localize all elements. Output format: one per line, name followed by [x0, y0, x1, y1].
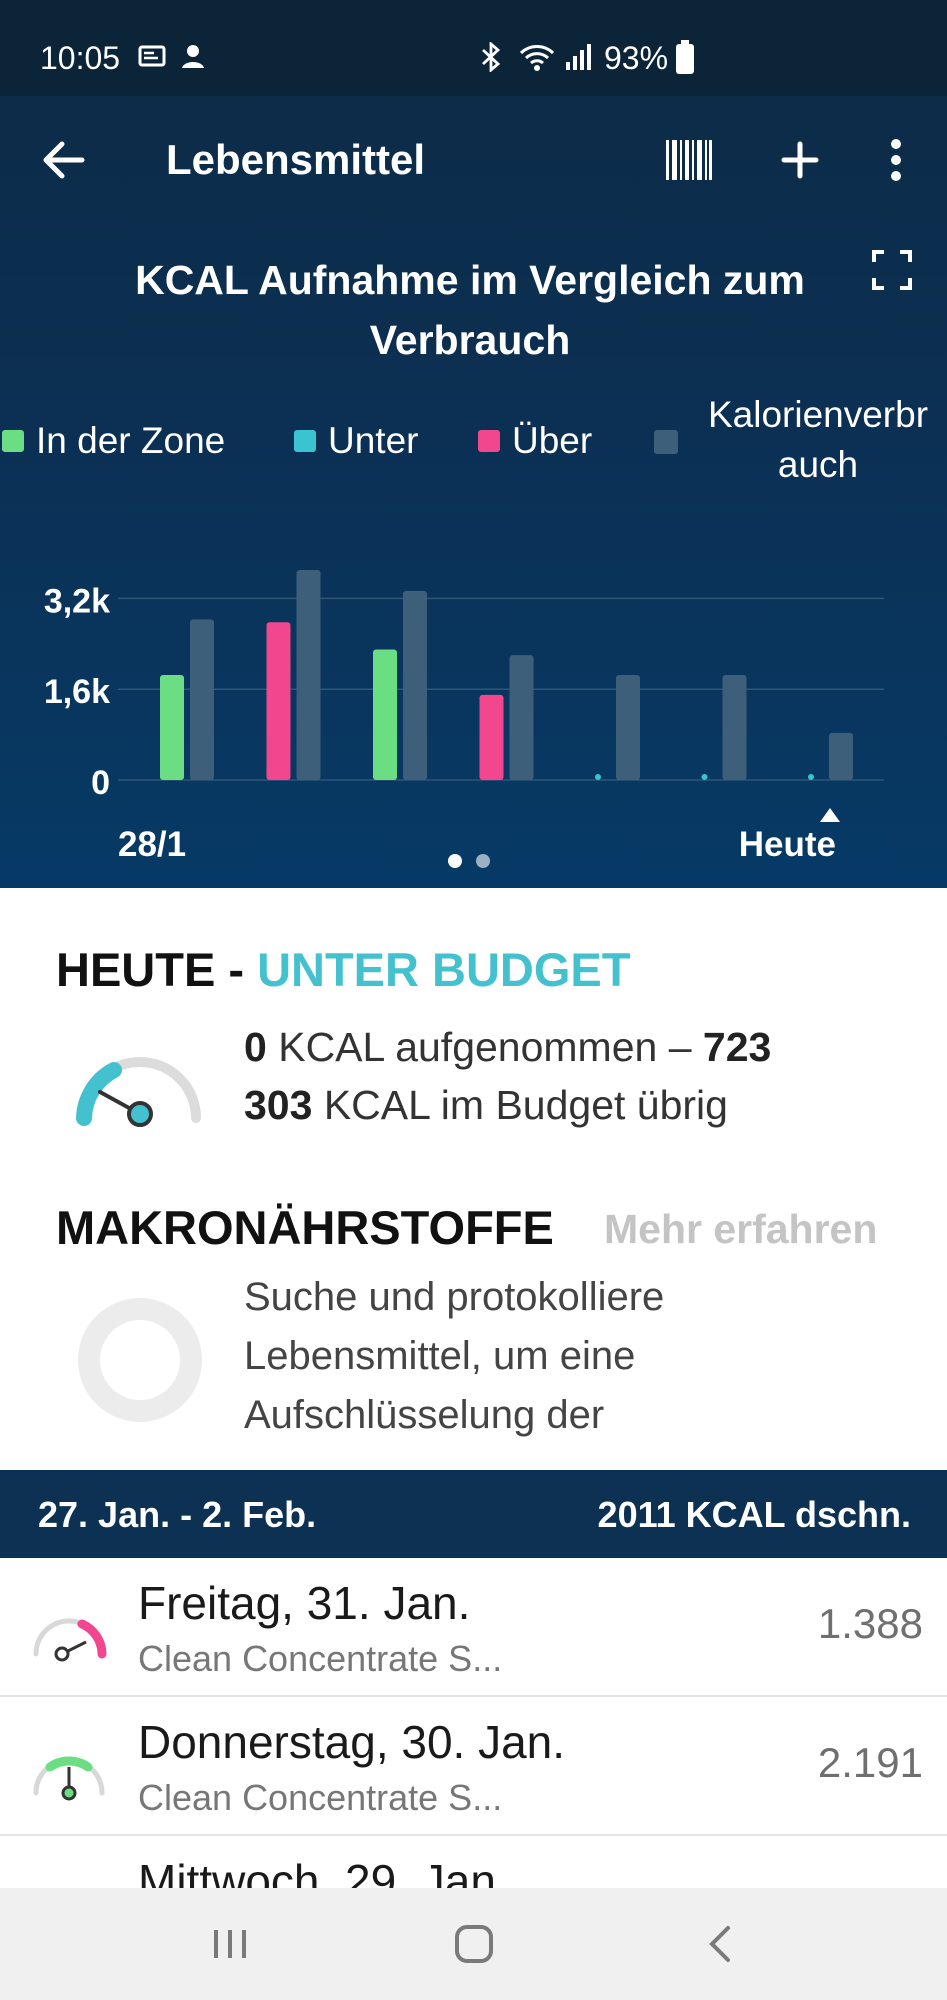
day-row[interactable]: Donnerstag, 30. Jan. Clean Concentrate S… — [0, 1697, 947, 1836]
legend-in-der-zone: In der Zone — [2, 420, 225, 462]
system-nav-bar — [0, 1888, 947, 2000]
heute-intake-line: 0 KCAL aufgenommen – 723 — [244, 1024, 771, 1071]
y-tick-label: 3,2k — [44, 582, 110, 620]
legend-swatch-zone — [2, 430, 24, 452]
gauge-zone-icon — [33, 1756, 105, 1801]
bluetooth-icon — [482, 42, 501, 72]
legend-swatch-uber — [478, 430, 500, 452]
makro-hint-text: Suche und protokolliere Lebensmittel, um… — [244, 1275, 665, 1437]
legend-swatch-verbrauch — [654, 430, 678, 454]
intake-text: KCAL aufgenommen – — [278, 1024, 692, 1070]
intake-bar — [266, 622, 291, 780]
remaining-text: KCAL im Budget übrig — [323, 1082, 728, 1128]
burn-bar — [509, 655, 534, 780]
back-arrow-icon[interactable] — [36, 132, 92, 188]
page-title: Lebensmittel — [166, 136, 426, 183]
intake-zero-marker — [701, 774, 708, 780]
legend-uber: Über — [478, 420, 592, 462]
back-nav-icon[interactable] — [692, 1922, 752, 1966]
x-label-end: Heute — [739, 825, 836, 860]
legend-swatch-unter — [294, 430, 316, 452]
intake-value: 0 — [244, 1024, 267, 1070]
budget-gauge-icon — [76, 1057, 201, 1127]
day-food-summary: Clean Concentrate S... — [138, 1638, 503, 1679]
legend-label: Unter — [328, 420, 419, 461]
pager-dot — [476, 854, 490, 868]
heute-heading: HEUTE - UNTER BUDGET — [56, 942, 630, 997]
day-kcal-value: 1.388 — [817, 1600, 923, 1647]
week-range: 27. Jan. - 2. Feb. — [38, 1494, 317, 1535]
wifi-icon — [519, 45, 555, 71]
burn-bar — [616, 675, 640, 780]
notification-person-icon — [182, 45, 204, 68]
intake-bar — [160, 675, 184, 780]
burn-bar — [829, 732, 853, 780]
fullscreen-icon[interactable] — [870, 248, 914, 292]
intake-zero-marker — [595, 774, 601, 780]
intake-bar — [479, 694, 504, 780]
week-summary-bar: 27. Jan. - 2. Feb. 2011 KCAL dschn. — [0, 1470, 947, 1558]
gauge-over-icon — [33, 1618, 107, 1662]
y-tick-label: 1,6k — [44, 673, 110, 711]
chart-svg: 3,2k 1,6k 028/1 Heute — [44, 570, 884, 860]
message-icon — [138, 45, 166, 67]
budget-value: 723 — [702, 1024, 772, 1070]
day-row[interactable]: Freitag, 31. Jan. Clean Concentrate S...… — [0, 1558, 947, 1697]
top-header-area: 10:05 93% Lebensmittel KCAL Aufnahme im … — [0, 0, 947, 888]
day-name: Donnerstag, 30. Jan. — [138, 1716, 566, 1768]
today-marker-icon — [820, 808, 840, 822]
app-bar: Lebensmittel — [0, 96, 947, 226]
legend-label: In der Zone — [36, 420, 226, 461]
pager-dot-active — [448, 854, 462, 868]
macro-ring-chart — [78, 1298, 202, 1422]
heute-status: UNTER BUDGET — [257, 943, 631, 996]
legend-kalorienverbrauch: Kalorienverbr auch — [707, 394, 929, 485]
signal-icon — [566, 44, 591, 70]
status-notification-icons — [138, 42, 208, 70]
x-label-start: 28/1 — [118, 825, 186, 860]
battery-icon — [676, 40, 694, 74]
intake-bar — [373, 649, 397, 780]
chart-title: KCAL Aufnahme im Vergleich zum Verbrauch — [135, 257, 805, 363]
burn-bar — [190, 619, 214, 780]
barcode-icon[interactable] — [660, 132, 716, 188]
heute-title: HEUTE - — [56, 943, 244, 996]
mehr-erfahren-link[interactable]: Mehr erfahren — [604, 1206, 878, 1252]
battery-percent: 93% — [604, 40, 669, 76]
burn-bar — [403, 591, 427, 780]
chart-pager[interactable] — [448, 854, 490, 868]
legend-label: Über — [512, 420, 593, 461]
y-tick-label: 0 — [91, 764, 110, 802]
heute-remaining-line: 303 KCAL im Budget übrig — [244, 1082, 728, 1129]
remaining-value: 303 — [244, 1082, 313, 1128]
makro-heading: MAKRONÄHRSTOFFE — [56, 1201, 554, 1254]
recent-apps-icon[interactable] — [200, 1922, 260, 1966]
home-icon[interactable] — [444, 1922, 504, 1966]
week-average: 2011 KCAL dschn. — [597, 1494, 911, 1535]
legend-unter: Unter — [294, 420, 418, 462]
more-vert-icon[interactable] — [872, 132, 920, 188]
status-bar: 10:05 93% — [0, 0, 947, 96]
burn-bar — [296, 570, 321, 780]
day-food-summary: Clean Concentrate S... — [138, 1777, 503, 1818]
day-name: Freitag, 31. Jan. — [138, 1577, 471, 1629]
intake-zero-marker — [808, 774, 814, 780]
status-time: 10:05 — [40, 40, 121, 76]
day-kcal-value: 2.191 — [817, 1739, 923, 1786]
kcal-chart[interactable]: 3,2k 1,6k 0 28/1 Heute — [0, 540, 947, 860]
chart-legend: In der Zone Unter Über Kalorienverbr auc… — [0, 390, 947, 490]
add-icon[interactable] — [772, 132, 828, 188]
burn-bar — [722, 675, 747, 780]
